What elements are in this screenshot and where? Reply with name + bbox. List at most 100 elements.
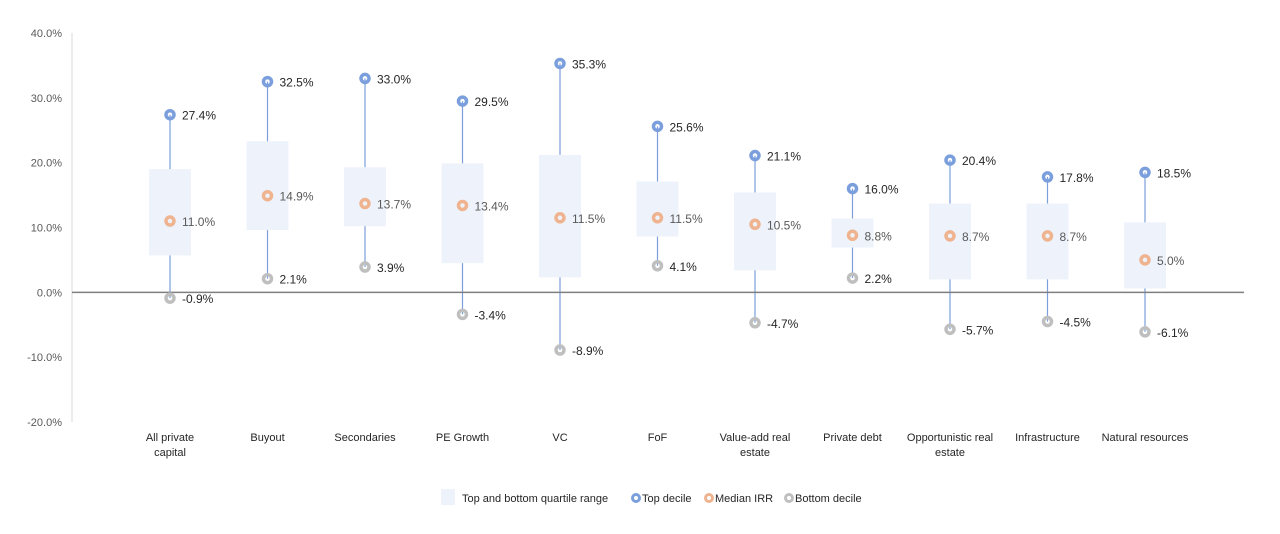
median-irr-marker — [1041, 230, 1054, 242]
top-decile-label: 35.3% — [572, 57, 606, 71]
legend-marker — [704, 493, 714, 503]
median-irr-marker — [749, 218, 761, 231]
bottom-decile-marker — [554, 344, 566, 356]
bottom-decile-label: -5.7% — [962, 323, 994, 337]
bottom-decile-marker — [651, 260, 664, 272]
x-category-label: Private debt — [823, 432, 882, 444]
median-irr-marker — [651, 212, 664, 224]
top-decile-label: 17.8% — [1060, 171, 1094, 185]
median-irr-label: 11.0% — [182, 215, 215, 229]
bottom-decile-label: -8.9% — [572, 344, 604, 358]
top-decile-label: 16.0% — [865, 183, 899, 197]
x-category-label: FoF — [648, 432, 668, 444]
quartile-box — [441, 163, 484, 264]
bottom-decile-marker — [456, 308, 469, 321]
top-decile-label: 32.5% — [280, 76, 314, 90]
top-decile-marker — [456, 95, 469, 107]
bottom-decile-marker — [1139, 326, 1151, 338]
bottom-decile-marker — [359, 261, 371, 273]
y-tick-label: 0.0% — [37, 287, 62, 299]
top-decile-label: 29.5% — [475, 95, 509, 109]
x-category-label: All private capital — [146, 432, 194, 459]
median-irr-label: 8.7% — [962, 230, 990, 244]
top-decile-marker — [651, 120, 664, 133]
legend-label-quartile: Top and bottom quartile range — [462, 493, 608, 505]
x-category-label: PE Growth — [436, 432, 489, 444]
bottom-decile-marker — [749, 317, 761, 329]
x-category-label: VC — [552, 432, 567, 444]
y-tick-label: 10.0% — [31, 223, 62, 235]
legend-marker — [631, 493, 641, 503]
legend-label: Median IRR — [715, 493, 773, 505]
median-irr-marker — [456, 199, 469, 212]
bottom-decile-marker — [164, 292, 176, 304]
quartile-box — [246, 141, 289, 231]
median-irr-label: 14.9% — [280, 190, 314, 204]
x-category-label: Value-add real estate — [720, 432, 791, 459]
legend-swatch-quartile — [441, 489, 455, 505]
top-decile-marker — [164, 108, 176, 121]
y-tick-label: -10.0% — [27, 352, 62, 364]
y-tick-label: -20.0% — [27, 417, 62, 429]
median-irr-marker — [944, 230, 956, 242]
quartile-box — [636, 181, 679, 237]
median-irr-marker — [554, 212, 566, 224]
x-category-label: Buyout — [250, 432, 284, 444]
top-decile-label: 27.4% — [182, 109, 216, 123]
top-decile-marker — [554, 57, 566, 70]
quartile-box — [734, 192, 776, 271]
x-category-label: Natural resources — [1102, 432, 1189, 444]
y-tick-label: 40.0% — [31, 28, 62, 40]
median-irr-marker — [164, 215, 176, 227]
median-irr-marker — [359, 197, 371, 210]
bottom-decile-label: -0.9% — [182, 292, 214, 306]
median-irr-label: 13.7% — [377, 198, 411, 212]
top-decile-marker — [944, 154, 956, 166]
top-decile-marker — [1139, 166, 1151, 179]
quartile-box — [344, 167, 386, 227]
top-decile-marker — [1041, 171, 1054, 183]
quartile-box — [539, 154, 581, 278]
bottom-decile-marker — [944, 323, 956, 336]
legend-label: Bottom decile — [795, 493, 862, 505]
y-tick-label: 20.0% — [31, 158, 62, 170]
bottom-decile-label: 3.9% — [377, 261, 405, 275]
median-irr-label: 11.5% — [670, 212, 703, 226]
median-irr-label: 10.5% — [767, 218, 801, 232]
top-decile-label: 33.0% — [377, 72, 411, 86]
top-decile-marker — [261, 75, 274, 88]
top-decile-label: 18.5% — [1157, 166, 1191, 180]
median-irr-label: 5.0% — [1157, 254, 1185, 268]
bottom-decile-marker — [261, 272, 274, 285]
bottom-decile-label: -6.1% — [1157, 326, 1189, 340]
top-decile-label: 21.1% — [767, 150, 801, 164]
top-decile-marker — [846, 182, 859, 195]
quartile-box — [149, 169, 191, 256]
x-category-label: Infrastructure — [1015, 432, 1080, 444]
bottom-decile-marker — [1041, 315, 1054, 328]
bottom-decile-marker — [846, 272, 859, 284]
bottom-decile-label: -4.7% — [767, 317, 799, 331]
bottom-decile-label: 2.2% — [865, 272, 893, 286]
bottom-decile-label: -3.4% — [475, 308, 507, 322]
median-irr-label: 13.4% — [475, 199, 509, 213]
x-category-label: Opportunistic real estate — [907, 432, 993, 459]
median-irr-label: 8.7% — [1060, 230, 1088, 244]
legend-marker — [784, 493, 794, 503]
median-irr-marker — [846, 229, 859, 242]
median-irr-marker — [261, 189, 274, 202]
x-category-label: Secondaries — [334, 432, 396, 444]
top-decile-label: 20.4% — [962, 154, 996, 168]
top-decile-label: 25.6% — [670, 120, 704, 134]
top-decile-marker — [359, 72, 371, 85]
top-decile-marker — [749, 149, 761, 162]
median-irr-label: 8.8% — [865, 229, 893, 243]
median-irr-marker — [1139, 254, 1151, 266]
median-irr-label: 11.5% — [572, 212, 605, 226]
legend-label: Top decile — [642, 493, 692, 505]
y-tick-label: 30.0% — [31, 93, 62, 105]
bottom-decile-label: 2.1% — [280, 273, 308, 287]
bottom-decile-label: -4.5% — [1060, 316, 1092, 330]
